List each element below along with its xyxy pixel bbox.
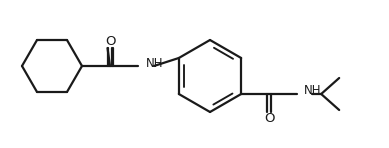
Text: NH: NH xyxy=(146,57,163,70)
Text: O: O xyxy=(105,34,115,48)
Text: NH: NH xyxy=(304,83,322,96)
Text: O: O xyxy=(264,112,274,126)
